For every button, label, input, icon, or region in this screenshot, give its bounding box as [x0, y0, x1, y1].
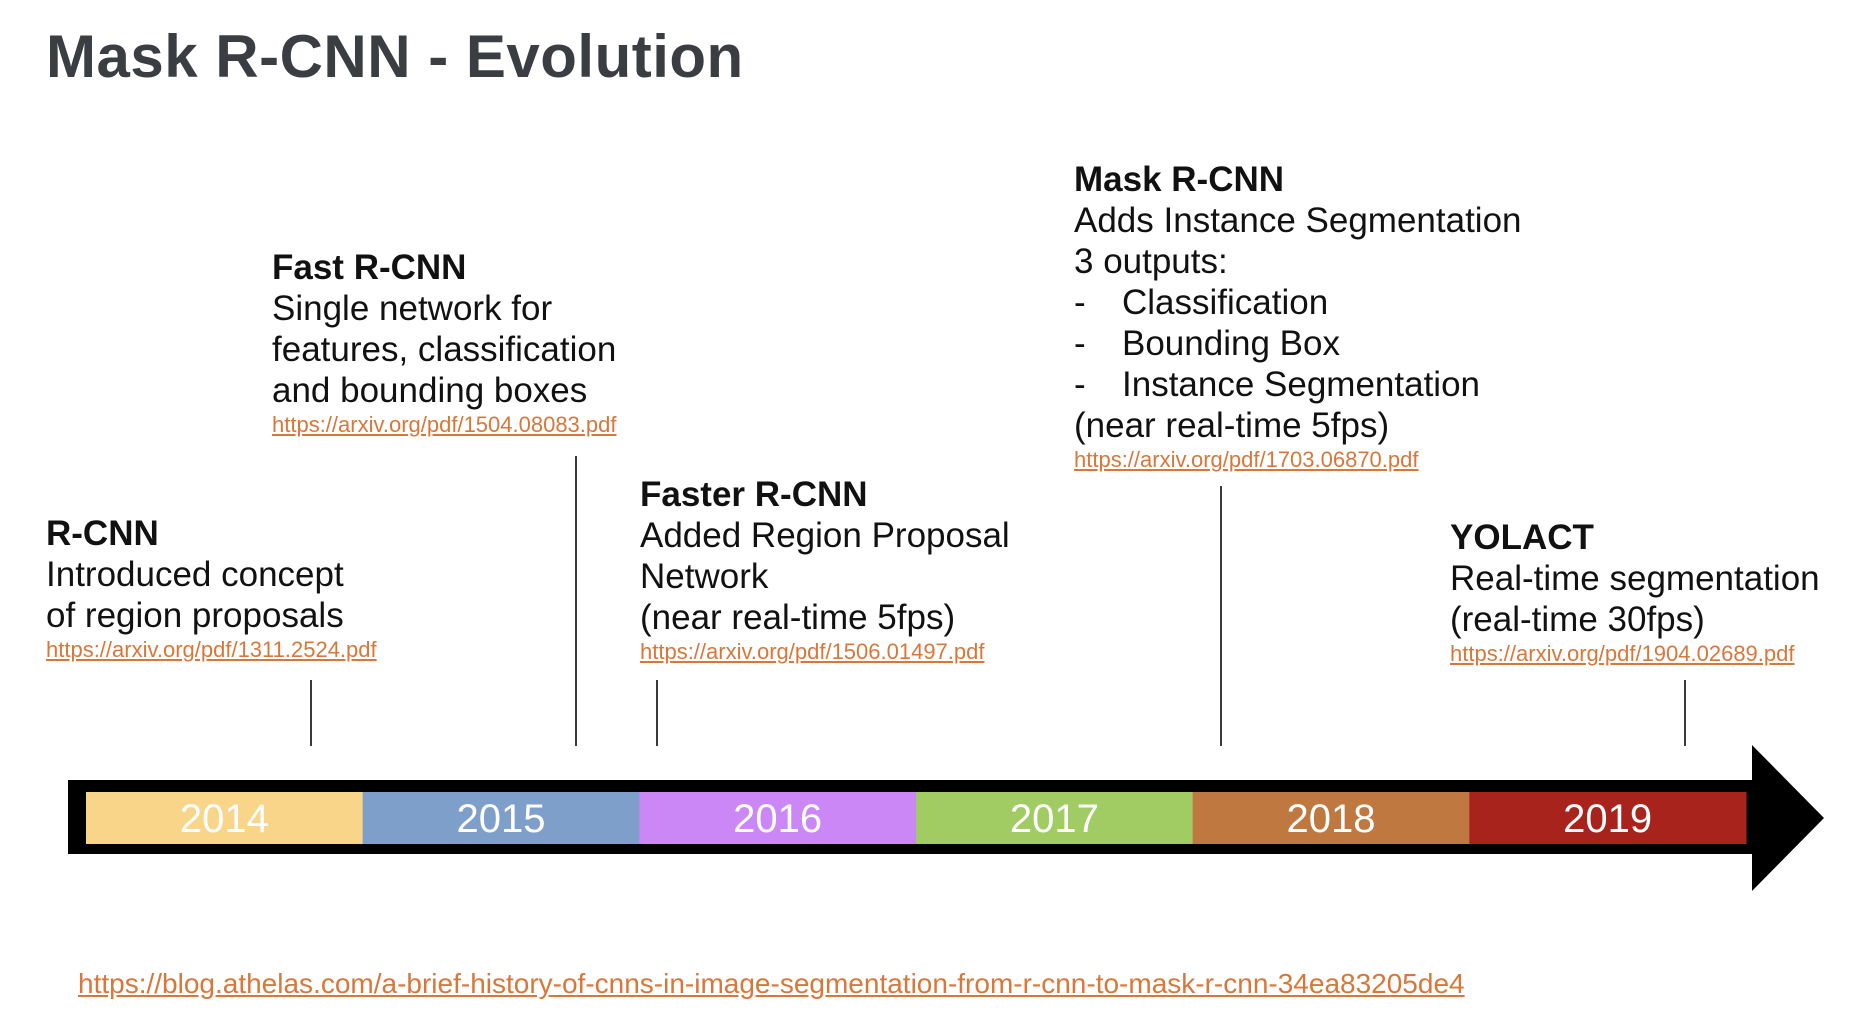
- entry-yolact: YOLACT Real-time segmentation (real-time…: [1450, 517, 1820, 668]
- bullet-marker: -: [1074, 324, 1086, 363]
- page-title: Mask R-CNN - Evolution: [46, 23, 744, 90]
- entry-name: Faster R-CNN: [640, 475, 868, 514]
- entry-fast-rcnn: Fast R-CNN Single network for features, …: [272, 247, 617, 439]
- source-link[interactable]: https://blog.athelas.com/a-brief-history…: [78, 968, 1465, 999]
- year-segment-2018: [1192, 792, 1470, 844]
- entry-description: Real-time segmentation: [1450, 559, 1820, 598]
- entry-name: Mask R-CNN: [1074, 160, 1285, 199]
- year-segment-2019: [1469, 792, 1747, 844]
- entry-description: Single network for: [272, 289, 553, 328]
- output-bullet: - Classification: [1074, 282, 1522, 323]
- entry-description: Added Region Proposal: [640, 516, 1010, 555]
- year-label: 2015: [457, 797, 546, 841]
- connector-line: [575, 456, 577, 746]
- year-segment-2014: [86, 792, 364, 844]
- entry-name: Fast R-CNN: [272, 248, 467, 287]
- entry-description: features, classification: [272, 330, 617, 369]
- entry-description: of region proposals: [46, 596, 344, 635]
- entry-name: YOLACT: [1450, 518, 1594, 557]
- bullet-text: Bounding Box: [1122, 324, 1340, 363]
- paper-link[interactable]: https://arxiv.org/pdf/1504.08083.pdf: [272, 412, 617, 437]
- bullet-text: Classification: [1122, 283, 1329, 322]
- bullet-text: Instance Segmentation: [1122, 365, 1481, 404]
- entry-description: (near real-time 5fps): [1074, 406, 1390, 445]
- year-label: 2019: [1563, 797, 1652, 841]
- bullet-marker: -: [1074, 365, 1086, 404]
- bullet-marker: -: [1074, 283, 1086, 322]
- paper-link[interactable]: https://arxiv.org/pdf/1506.01497.pdf: [640, 639, 985, 664]
- entry-name: R-CNN: [46, 514, 159, 553]
- year-label: 2017: [1010, 797, 1099, 841]
- year-label: 2018: [1287, 797, 1376, 841]
- entry-description: Adds Instance Segmentation: [1074, 201, 1522, 240]
- year-label: 2016: [733, 797, 822, 841]
- year-segment-2015: [362, 792, 640, 844]
- year-segment-2016: [639, 792, 917, 844]
- output-bullet: - Instance Segmentation: [1074, 364, 1522, 405]
- year-segment-2017: [916, 792, 1194, 844]
- paper-link[interactable]: https://arxiv.org/pdf/1311.2524.pdf: [46, 637, 377, 662]
- year-segments: 2014 2015 2016 2017 2018 2019: [86, 792, 1747, 844]
- entry-description: Introduced concept: [46, 555, 344, 594]
- entry-description: (real-time 30fps): [1450, 600, 1705, 639]
- paper-link[interactable]: https://arxiv.org/pdf/1703.06870.pdf: [1074, 447, 1419, 472]
- entry-description: 3 outputs:: [1074, 242, 1228, 281]
- connector-line: [1684, 680, 1686, 746]
- paper-link[interactable]: https://arxiv.org/pdf/1904.02689.pdf: [1450, 641, 1795, 666]
- entry-description: and bounding boxes: [272, 371, 588, 410]
- output-bullet: - Bounding Box: [1074, 323, 1522, 364]
- connector-line: [656, 680, 658, 746]
- entry-description: Network: [640, 557, 769, 596]
- entry-description: (near real-time 5fps): [640, 598, 956, 637]
- entry-mask-rcnn: Mask R-CNN Adds Instance Segmentation 3 …: [1074, 159, 1522, 474]
- entry-rcnn: R-CNN Introduced concept of region propo…: [46, 513, 377, 664]
- year-label: 2014: [180, 797, 269, 841]
- connector-line: [310, 680, 312, 746]
- entry-faster-rcnn: Faster R-CNN Added Region Proposal Netwo…: [640, 474, 1010, 666]
- connector-line: [1220, 486, 1222, 746]
